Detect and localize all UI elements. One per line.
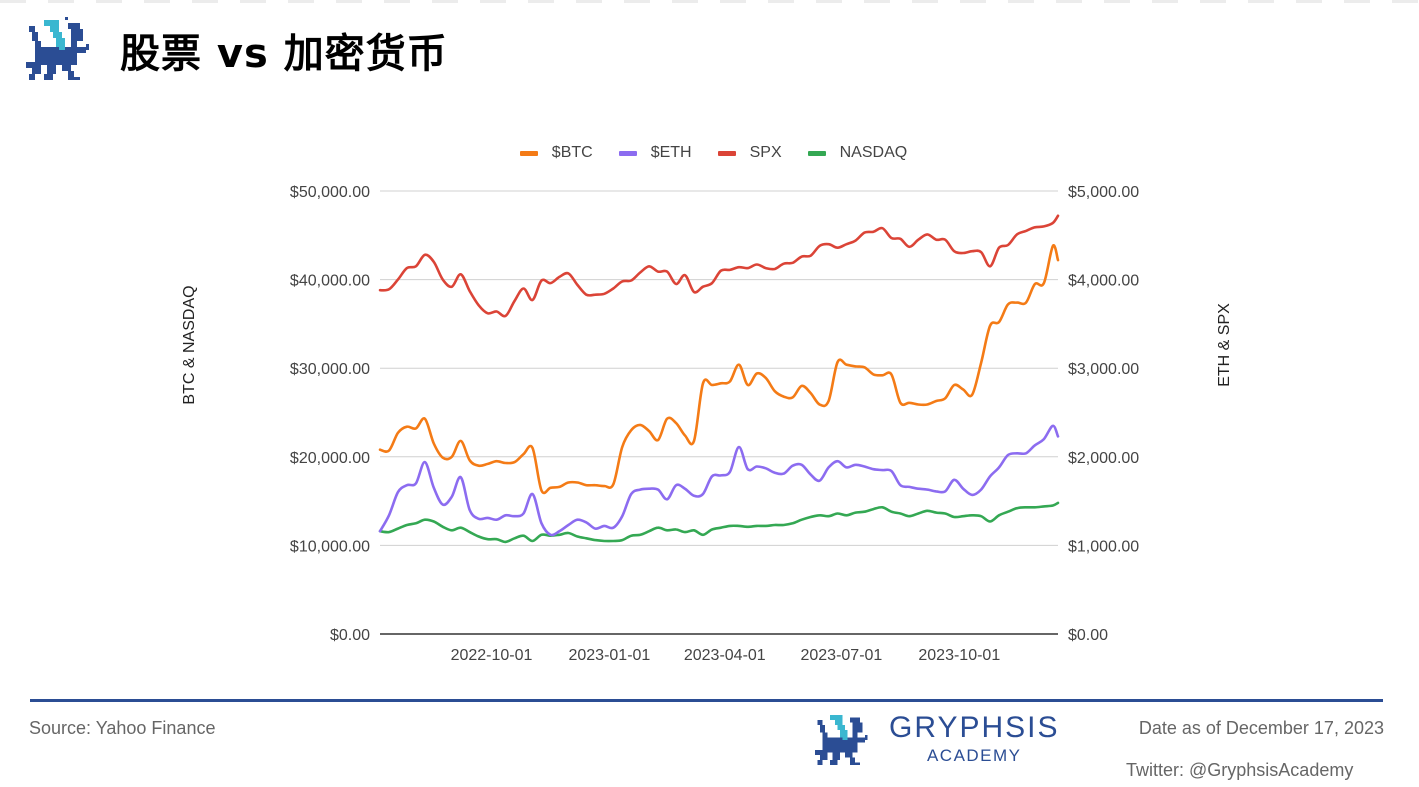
x-tick-label: 2022-10-01 [451,647,533,664]
legend-swatch-spx [717,150,736,156]
series-line-btc [378,244,1060,495]
brand-name: GRYPHSIS [889,711,1060,744]
source-note: Source: Yahoo Finance [29,718,216,738]
legend-item-spx[interactable]: SPX [717,144,782,162]
chart-legend: $BTC $ETH SPX NASDAQ [0,144,1419,162]
legend-swatch-btc [519,150,538,156]
gryphsis-logo-icon [815,715,868,765]
y-tick-label-right: $1,000.00 [1068,538,1139,555]
legend-label-btc: $BTC [551,144,593,161]
y-axis-title-right: ETH & SPX [1216,303,1233,387]
y-tick-label-left: $40,000.00 [290,273,370,290]
y-tick-label-left: $30,000.00 [290,361,370,378]
x-tick-label: 2023-10-01 [918,647,1000,664]
y-tick-label-right: $3,000.00 [1068,361,1139,378]
legend-label-eth: $ETH [650,144,692,161]
legend-item-nasdaq[interactable]: NASDAQ [807,144,908,162]
gryphsis-logo-icon [26,17,89,80]
y-axis-title-left: BTC & NASDAQ [181,285,198,405]
x-tick-label: 2023-01-01 [568,647,650,664]
y-tick-label-left: $20,000.00 [290,450,370,467]
date-note: Date as of December 17, 2023 [1138,718,1384,738]
page-title: 股票 vs 加密货币 [120,31,448,77]
line-chart-plot: $0.00 $0.00 $10,000.00 $1,000.00 $20,000.00 $… [290,184,1139,664]
brand-wordmark: GRYPHSIS ACADEMY [889,712,1060,768]
twitter-handle: Twitter: @GryphsisAcademy [1126,760,1354,780]
legend-label-nasdaq: NASDAQ [839,144,908,161]
y-tick-label-left: $50,000.00 [290,184,370,201]
y-tick-label-right: $0.00 [1068,627,1108,644]
series-line-spx [378,214,1060,318]
y-tick-label-right: $2,000.00 [1068,450,1139,467]
y-tick-label-left: $10,000.00 [290,538,370,555]
legend-label-spx: SPX [749,144,782,161]
x-tick-label: 2023-07-01 [800,647,882,664]
y-tick-label-right: $4,000.00 [1068,273,1139,290]
chart-container: $BTC $ETH SPX NASDAQ [0,120,1419,680]
legend-swatch-eth [618,150,637,156]
top-dashed-border [0,0,1419,3]
y-tick-label-left: $0.00 [330,627,370,644]
x-tick-label: 2023-04-01 [684,647,766,664]
series-line-nasdaq [378,501,1060,544]
legend-item-btc[interactable]: $BTC [519,144,593,162]
legend-swatch-nasdaq [807,150,826,156]
y-tick-label-right: $5,000.00 [1068,184,1139,201]
footer-divider [30,699,1383,702]
page-header: 股票 vs 加密货币 [26,16,448,84]
brand-subtitle: ACADEMY [926,746,1022,765]
footer-brand: GRYPHSIS ACADEMY [815,712,1060,768]
legend-item-eth[interactable]: $ETH [618,144,692,162]
series-line-eth [378,424,1060,537]
